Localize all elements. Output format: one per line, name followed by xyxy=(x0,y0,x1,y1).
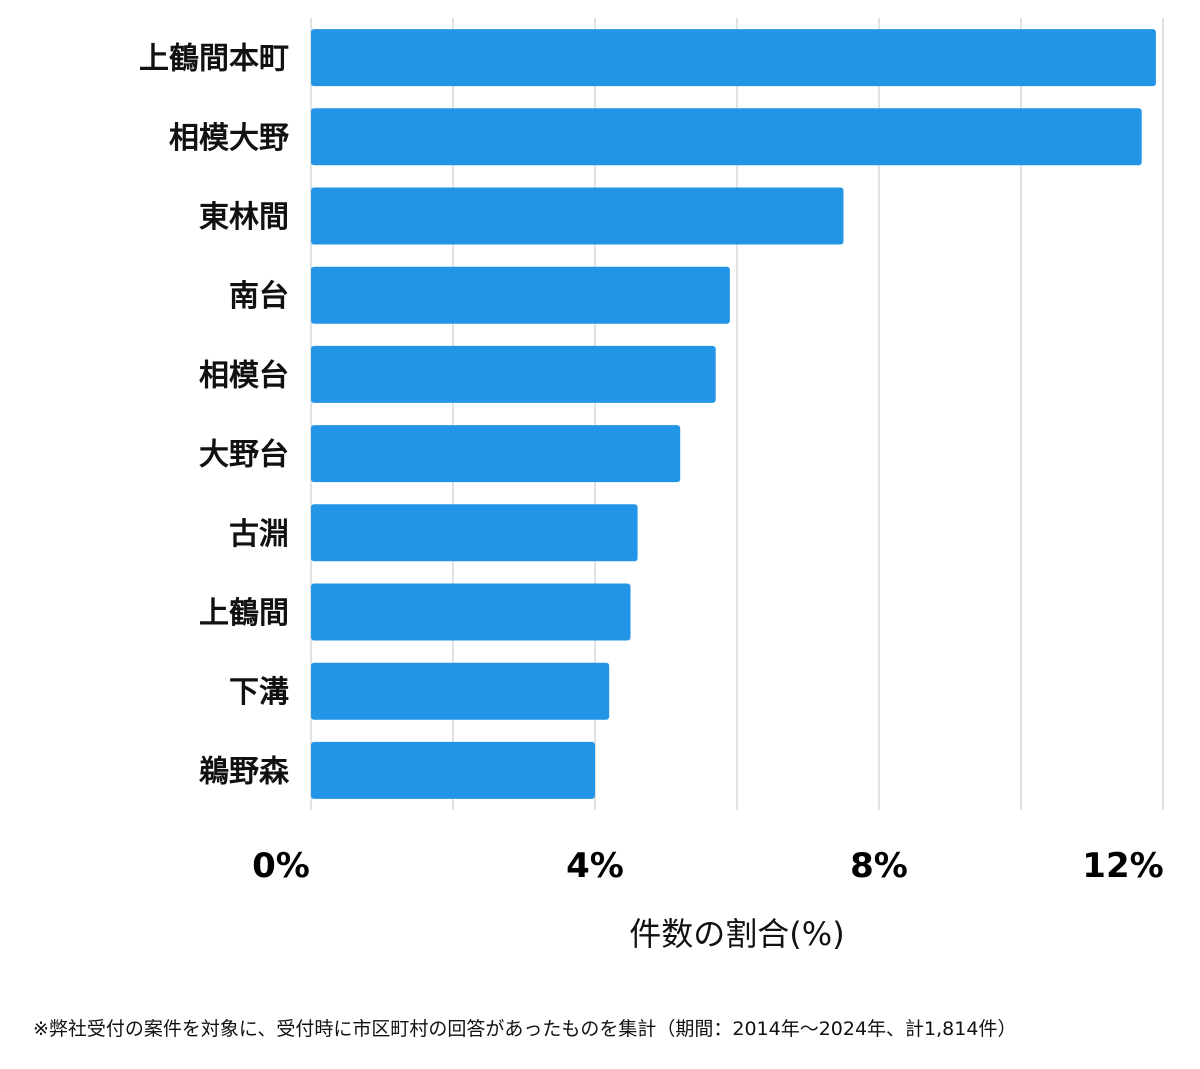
category-label: 下溝 xyxy=(229,675,289,710)
category-label: 相模台 xyxy=(199,358,289,393)
bar xyxy=(311,504,638,562)
bar xyxy=(311,662,610,720)
x-tick-labels: 0% 4% 8% 12% xyxy=(252,846,1164,886)
x-axis-title: 件数の割合(%) xyxy=(629,915,844,953)
footnote: ※弊社受付の案件を対象に、受付時に市区町村の回答があったものを集計（期間：201… xyxy=(33,1018,1017,1040)
bar xyxy=(311,108,1142,166)
bar xyxy=(311,266,730,324)
category-label: 南台 xyxy=(229,279,289,314)
x-tick-label: 4% xyxy=(566,846,624,886)
bars xyxy=(311,29,1156,799)
bar xyxy=(311,345,716,403)
bar xyxy=(311,29,1156,87)
category-label: 上鶴間 xyxy=(199,596,289,631)
category-label: 上鶴間本町 xyxy=(139,42,289,77)
category-label: 大野台 xyxy=(199,438,289,473)
category-label: 鵜野森 xyxy=(199,754,290,789)
category-label: 相模大野 xyxy=(169,121,289,156)
x-tick-label: 8% xyxy=(850,846,908,886)
bar xyxy=(311,583,631,641)
x-tick-label: 12% xyxy=(1082,846,1163,886)
x-tick-label: 0% xyxy=(252,846,310,886)
category-label: 古淵 xyxy=(229,517,289,552)
bar xyxy=(311,187,844,245)
category-label: 東林間 xyxy=(199,200,289,235)
bar xyxy=(311,425,681,483)
bar xyxy=(311,741,595,799)
